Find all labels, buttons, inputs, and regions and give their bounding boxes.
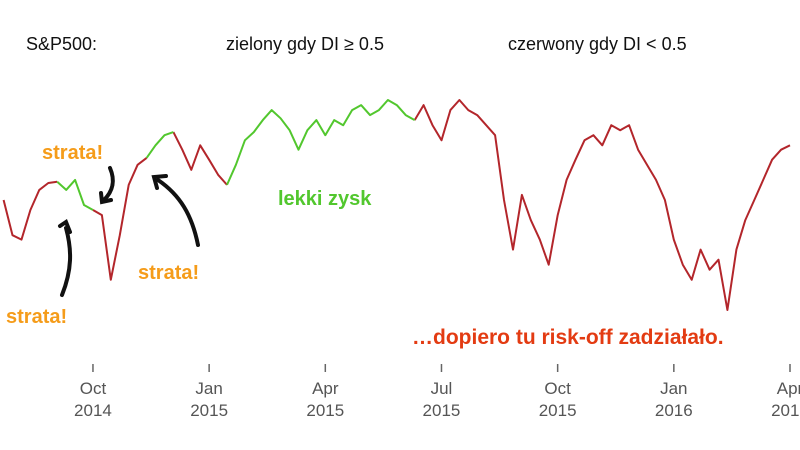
arrow-head	[151, 174, 168, 190]
arrow	[60, 226, 73, 297]
annotation: …dopiero tu risk-off zadziałało.	[412, 326, 724, 349]
x-tick-label: Jan 2015	[190, 379, 229, 420]
note: zielony gdy DI ≥ 0.5	[226, 34, 384, 54]
x-tick-label: Jan 2016	[654, 379, 693, 420]
annotation: lekki zysk	[278, 188, 372, 210]
x-tick-label: Jul 2015	[422, 379, 461, 420]
x-tick-label: Apr 2016	[771, 379, 800, 420]
arrow	[102, 166, 115, 202]
annotation: strata!	[6, 306, 68, 328]
line-series	[56, 99, 416, 211]
x-tick-label: Oct 2015	[538, 379, 577, 420]
x-tick-label: Apr 2015	[306, 379, 345, 420]
x-tick-label: Oct 2014	[74, 379, 112, 420]
arrow-head	[99, 191, 113, 205]
line-series	[2, 99, 791, 311]
arrow	[156, 178, 200, 247]
arrow-head	[58, 218, 72, 234]
title: S&P500:	[26, 34, 98, 54]
annotation: strata!	[138, 262, 200, 284]
note: czerwony gdy DI < 0.5	[508, 34, 687, 54]
arrows	[58, 166, 200, 297]
annotation: strata!	[42, 142, 104, 164]
